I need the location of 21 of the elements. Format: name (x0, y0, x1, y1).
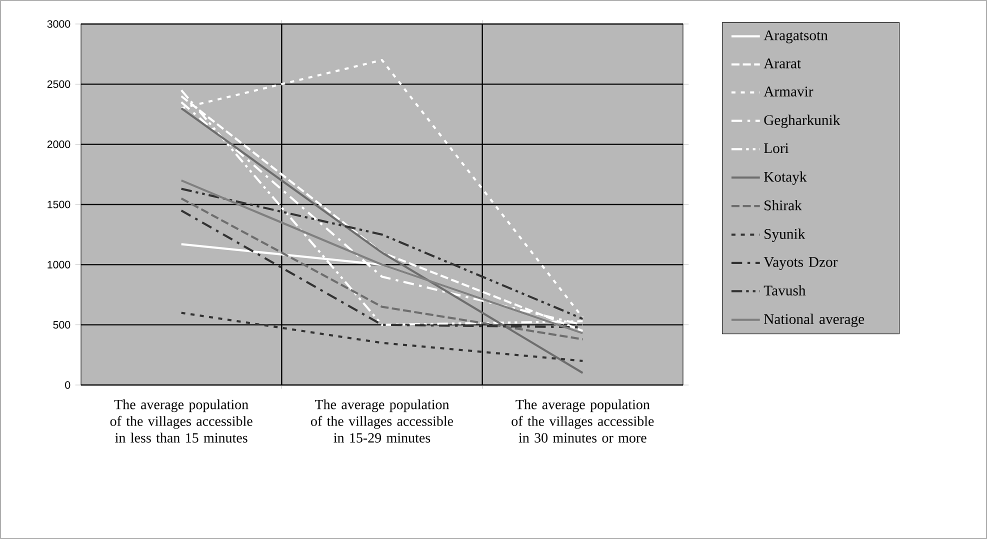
y-tick-label: 3000 (47, 20, 70, 28)
y-tick-label: 1000 (48, 260, 70, 268)
legend-label: National average (764, 314, 864, 328)
legend-label: Ararat (764, 58, 801, 68)
legend-label: Gegharkunik (764, 114, 840, 128)
x-tick-label: The average population of the villages accessible in 30 minutes or more (512, 399, 654, 443)
y-tick-label: 2500 (47, 80, 70, 88)
legend-label: Syunik (764, 228, 806, 242)
legend-label: Vayots Dzor (764, 257, 838, 270)
y-tick-label: 1500 (48, 200, 70, 208)
legend-label: Kotayk (764, 171, 807, 185)
x-tick-label: The average population of the villages accessible in 15-29 minutes (311, 399, 454, 443)
legend-label: Aragatsotn (764, 30, 828, 44)
y-tick-label: 0 (65, 381, 70, 389)
legend-label: Shirak (764, 200, 802, 210)
legend-label: Tavush (764, 285, 806, 296)
y-tick-label: 2000 (47, 140, 70, 148)
y-tick-label: 500 (53, 321, 70, 329)
x-tick-label: The average population of the villages accessible in less than 15 minutes (110, 399, 252, 443)
legend-label: Armavir (764, 86, 814, 96)
legend-label: Lori (764, 143, 789, 154)
